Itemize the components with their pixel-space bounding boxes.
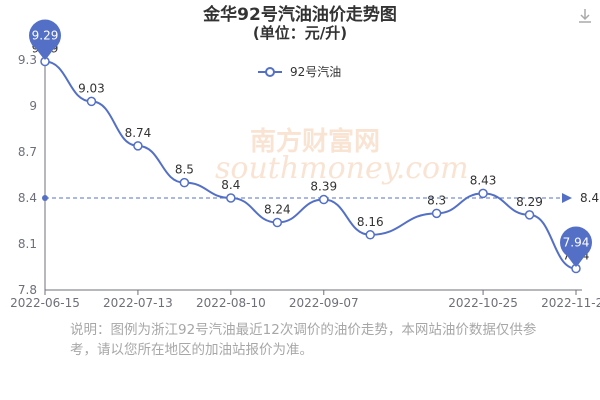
data-label: 8.39 — [310, 180, 337, 194]
data-label: 9.03 — [78, 81, 105, 95]
chart-subtitle: (单位：元/升) — [253, 24, 347, 42]
x-tick-label: 2022-07-13 — [103, 296, 173, 310]
series-line — [44, 60, 577, 270]
data-label: 8.29 — [516, 195, 543, 209]
min-marker-bubble — [560, 226, 592, 259]
chart-note: 说明：图例为浙江92号汽油最近12次调价的油价走势，本网站油价数据仅供参考，请以… — [70, 322, 537, 358]
y-tick-label: 9.3 — [18, 53, 37, 67]
y-tick-label: 7.8 — [18, 283, 37, 297]
average-line-arrow — [562, 193, 572, 203]
legend: 92号汽油 — [258, 64, 341, 79]
data-point — [524, 210, 535, 220]
data-label: 8.24 — [264, 203, 291, 217]
max-marker-bubble — [29, 19, 61, 52]
data-label: 8.74 — [125, 126, 152, 140]
data-point — [226, 193, 236, 203]
data-label: 8.43 — [470, 173, 497, 187]
data-point — [133, 141, 143, 151]
max-marker: 9.29 — [29, 19, 61, 60]
data-label: 8.16 — [357, 215, 384, 229]
chart-title: 金华92号汽油油价走势图 — [202, 4, 397, 25]
data-label: 8.3 — [427, 193, 446, 207]
min-marker-label: 7.94 — [563, 236, 590, 250]
watermark-text: 南方财富网 — [250, 126, 380, 157]
average-label: 8.4 — [580, 191, 599, 205]
data-label: 8.4 — [221, 178, 240, 192]
data-label: 8.5 — [175, 163, 194, 177]
x-tick-label: 2022-06-15 — [10, 296, 80, 310]
download-icon — [579, 9, 591, 23]
data-point — [272, 217, 283, 228]
max-marker-label: 9.29 — [32, 29, 59, 43]
y-tick-label: 8.4 — [18, 191, 37, 205]
x-tick-label: 2022-09-07 — [289, 296, 359, 310]
legend-label: 92号汽油 — [290, 64, 341, 79]
y-tick-label: 8.7 — [18, 145, 37, 159]
data-point — [179, 177, 190, 188]
x-tick-label: 2022-08-10 — [196, 296, 266, 310]
data-point — [86, 96, 97, 107]
data-point — [365, 230, 375, 240]
min-marker: 7.94 — [560, 226, 592, 267]
data-point — [478, 188, 488, 199]
data-point — [319, 194, 329, 205]
data-point — [431, 208, 442, 219]
y-tick-label: 9 — [29, 99, 37, 113]
y-tick-label: 8.1 — [18, 237, 37, 251]
legend-marker — [265, 67, 275, 77]
x-tick-label: 2022-11-22 — [541, 296, 600, 310]
watermark-url: southmoney.com — [215, 151, 469, 186]
x-tick-label: 2022-10-25 — [448, 296, 518, 310]
download-icon-glyph — [579, 9, 591, 23]
